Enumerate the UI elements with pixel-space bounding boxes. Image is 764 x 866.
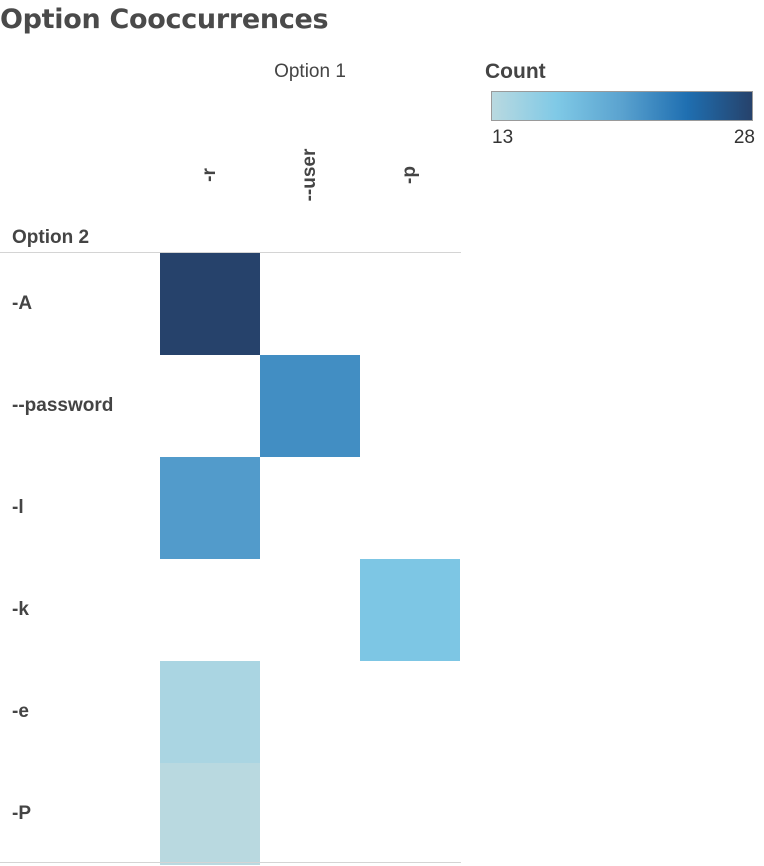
- row-label: --password: [12, 395, 114, 416]
- column-header: -r: [160, 135, 260, 215]
- row-label: -l: [12, 497, 24, 518]
- column-header-label: -r: [199, 168, 220, 182]
- row-label: -P: [12, 803, 31, 824]
- heatmap-cell: [160, 661, 260, 763]
- footer-divider: [0, 862, 461, 863]
- heatmap-cell: [260, 355, 360, 457]
- row-label: -e: [12, 701, 29, 722]
- row-label: -k: [12, 599, 29, 620]
- column-header: -p: [360, 135, 460, 215]
- heatmap-cell: [360, 559, 460, 661]
- column-header-label: -p: [399, 166, 420, 184]
- heatmap-cell: [160, 253, 260, 355]
- legend-max-label: 28: [733, 127, 755, 148]
- legend-title: Count: [485, 60, 546, 83]
- heatmap-cell: [160, 457, 260, 559]
- column-header-label: --user: [299, 148, 320, 202]
- x-axis-title: Option 1: [274, 61, 346, 82]
- page-title: Option Cooccurrences: [0, 4, 329, 35]
- heatmap-cell: [160, 763, 260, 865]
- column-header: --user: [260, 135, 360, 215]
- row-label: -A: [12, 293, 33, 314]
- legend-color-bar: [491, 91, 753, 121]
- y-axis-title: Option 2: [12, 227, 90, 248]
- header-divider: [0, 252, 461, 253]
- legend-min-label: 13: [492, 127, 514, 148]
